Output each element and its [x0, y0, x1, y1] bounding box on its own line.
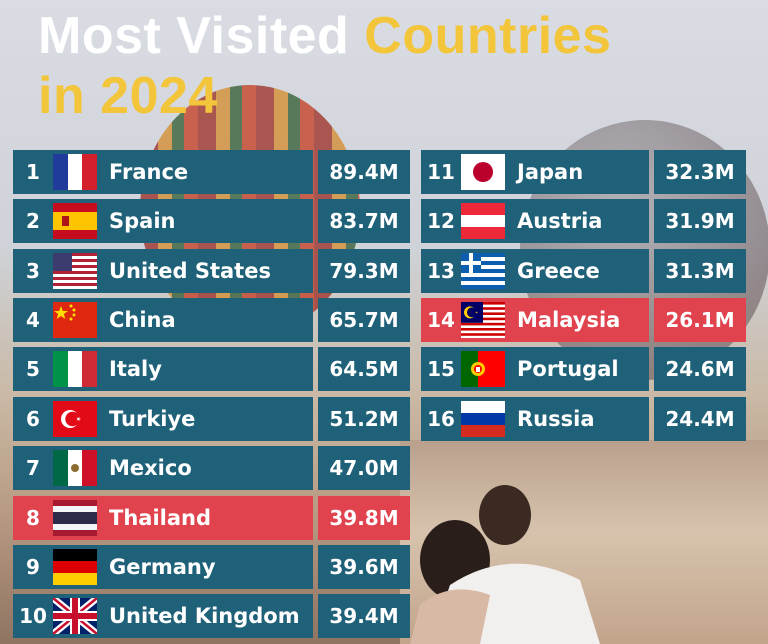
russia-flag-icon: [461, 401, 505, 437]
country-name: France: [109, 160, 189, 184]
rank-number: 3: [26, 259, 40, 283]
country-name: Portugal: [517, 357, 619, 381]
country-cell: 14 Malaysia: [421, 298, 649, 342]
rank-number: 16: [427, 407, 455, 431]
country-cell: 4 China: [13, 298, 313, 342]
country-cell: 12 Austria: [421, 199, 649, 243]
title-part-yellow: Countries: [364, 7, 612, 65]
portugal-flag-icon: [461, 351, 505, 387]
visitors-value: 51.2M: [318, 397, 410, 441]
italy-flag-icon: [53, 351, 97, 387]
rank-number: 13: [427, 259, 455, 283]
country-name: Spain: [109, 209, 176, 233]
visitors-value: 32.3M: [654, 150, 746, 194]
rank-number: 11: [427, 160, 455, 184]
visitors-value: 65.7M: [318, 298, 410, 342]
country-cell: 2 Spain: [13, 199, 313, 243]
country-cell: 9 Germany: [13, 545, 313, 589]
germany-flag-icon: [53, 549, 97, 585]
visitors-value: 31.9M: [654, 199, 746, 243]
country-name: Japan: [517, 160, 584, 184]
country-name: Italy: [109, 357, 162, 381]
rank-number: 12: [427, 209, 455, 233]
title-year: in 2024: [38, 67, 218, 125]
visitors-value: 24.6M: [654, 347, 746, 391]
visitors-value: 39.6M: [318, 545, 410, 589]
thailand-flag-icon: [53, 500, 97, 536]
visitors-value: 31.3M: [654, 249, 746, 293]
malaysia-flag-icon: [461, 302, 505, 338]
country-name: United States: [109, 259, 271, 283]
france-flag-icon: [53, 154, 97, 190]
visitors-value: 89.4M: [318, 150, 410, 194]
country-name: Austria: [517, 209, 603, 233]
visitors-value: 83.7M: [318, 199, 410, 243]
rank-number: 5: [26, 357, 40, 381]
country-cell: 3 United States: [13, 249, 313, 293]
country-name: Malaysia: [517, 308, 621, 332]
country-cell: 16 Russia: [421, 397, 649, 441]
rank-number: 6: [26, 407, 40, 431]
page-title: Most Visited Countries in 2024: [38, 6, 611, 126]
country-cell: 7 Mexico: [13, 446, 313, 490]
mexico-flag-icon: [53, 450, 97, 486]
country-name: China: [109, 308, 176, 332]
china-flag-icon: [53, 302, 97, 338]
visitors-value: 39.8M: [318, 496, 410, 540]
country-cell: 10 United Kingdom: [13, 594, 313, 638]
country-name: Turkiye: [109, 407, 196, 431]
country-cell: 5 Italy: [13, 347, 313, 391]
country-name: Greece: [517, 259, 600, 283]
japan-flag-icon: [461, 154, 505, 190]
visitors-value: 39.4M: [318, 594, 410, 638]
country-cell: 8 Thailand: [13, 496, 313, 540]
rank-number: 4: [26, 308, 40, 332]
austria-flag-icon: [461, 203, 505, 239]
turkiye-flag-icon: [53, 401, 97, 437]
country-name: Mexico: [109, 456, 192, 480]
country-cell: 6 Turkiye: [13, 397, 313, 441]
country-name: United Kingdom: [109, 604, 300, 628]
country-cell: 13 Greece: [421, 249, 649, 293]
rank-number: 10: [19, 604, 47, 628]
visitors-value: 47.0M: [318, 446, 410, 490]
rank-number: 2: [26, 209, 40, 233]
uk-flag-icon: [53, 598, 97, 634]
country-cell: 1 France: [13, 150, 313, 194]
visitors-value: 24.4M: [654, 397, 746, 441]
usa-flag-icon: [53, 253, 97, 289]
spain-flag-icon: [53, 203, 97, 239]
country-cell: 11 Japan: [421, 150, 649, 194]
rank-number: 9: [26, 555, 40, 579]
title-part-white: Most Visited: [38, 7, 365, 65]
country-cell: 15 Portugal: [421, 347, 649, 391]
visitors-value: 64.5M: [318, 347, 410, 391]
country-name: Russia: [517, 407, 595, 431]
couple-silhouette: [410, 485, 600, 644]
country-name: Germany: [109, 555, 216, 579]
rank-number: 8: [26, 506, 40, 530]
rank-number: 15: [427, 357, 455, 381]
rank-number: 1: [26, 160, 40, 184]
country-name: Thailand: [109, 506, 211, 530]
visitors-value: 79.3M: [318, 249, 410, 293]
rank-number: 14: [427, 308, 455, 332]
rank-number: 7: [26, 456, 40, 480]
greece-flag-icon: [461, 253, 505, 289]
visitors-value: 26.1M: [654, 298, 746, 342]
